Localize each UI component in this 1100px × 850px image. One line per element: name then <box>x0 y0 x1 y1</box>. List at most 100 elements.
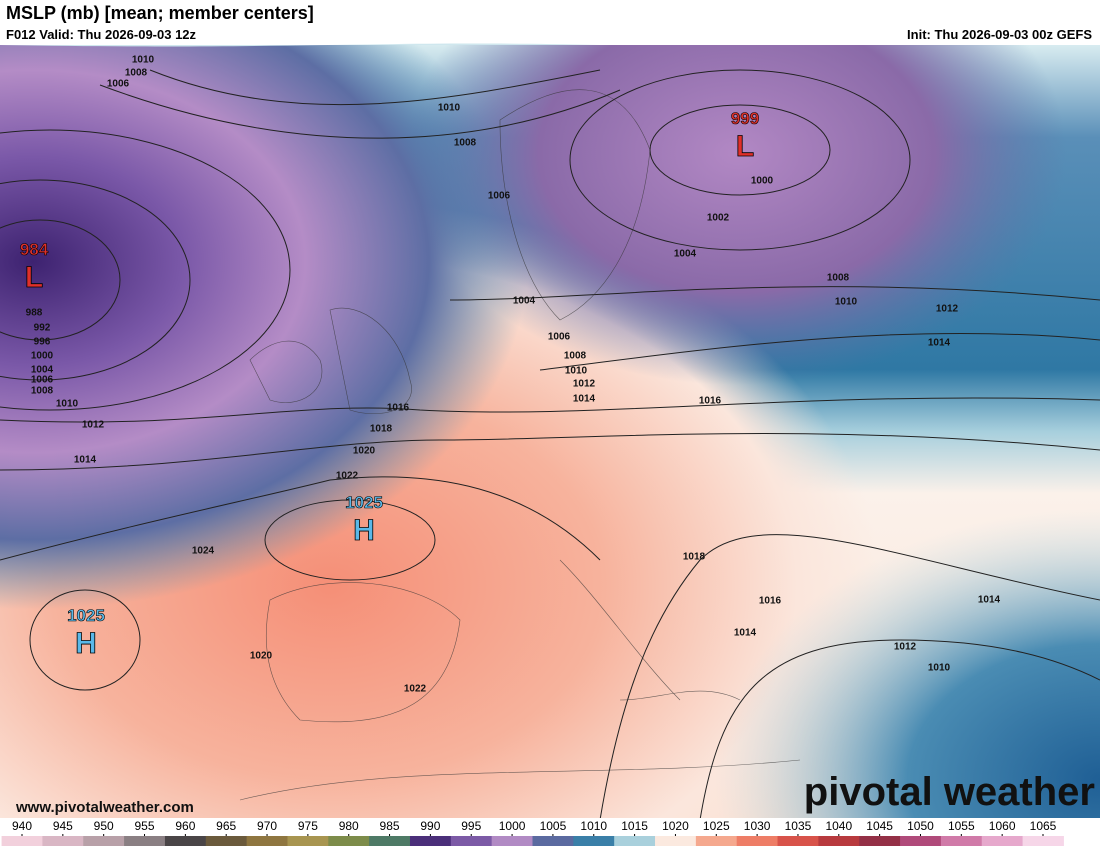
colorbar-tick-label: 1000 <box>499 819 526 833</box>
colorbar-tick-label: 1065 <box>1030 819 1057 833</box>
isobar-label: 1014 <box>928 338 951 349</box>
isobar-label: 1020 <box>250 651 273 662</box>
isobar-label: 1008 <box>454 138 477 149</box>
isobar-label: 1006 <box>488 191 511 202</box>
colorbar-swatch <box>940 836 983 846</box>
colorbar-swatch <box>900 836 942 846</box>
isobar-label: 1000 <box>31 351 54 362</box>
colorbar-tick-label: 970 <box>257 819 277 833</box>
colorbar-tick-label: 940 <box>12 819 32 833</box>
colorbar-swatch <box>736 836 779 846</box>
isobar-label: 1000 <box>751 176 774 187</box>
isobar-label: 1014 <box>74 455 97 466</box>
colorbar-tick-label: 1045 <box>866 819 893 833</box>
isobar-label: 1018 <box>370 424 393 435</box>
center-value: 1025 <box>345 493 383 512</box>
isobar-label: 1008 <box>125 68 148 79</box>
colorbar-swatch <box>859 836 901 846</box>
isobar-label: 1004 <box>513 296 536 307</box>
map-background <box>0 43 1100 818</box>
isobar-label: 1022 <box>404 684 427 695</box>
colorbar-tick-label: 975 <box>298 819 318 833</box>
colorbar-tick-label: 980 <box>339 819 359 833</box>
isobar-label: 996 <box>34 337 51 348</box>
isobar-label: 1010 <box>835 297 858 308</box>
colorbar-swatch <box>409 836 452 846</box>
map-title: MSLP (mb) [mean; member centers] <box>6 3 314 23</box>
isobar-label: 1016 <box>699 396 722 407</box>
colorbar-swatch <box>491 836 533 846</box>
colorbar-swatch <box>777 836 819 846</box>
site-url: www.pivotalweather.com <box>15 799 194 816</box>
colorbar-swatch <box>287 836 329 846</box>
isobar-label: 1010 <box>928 663 951 674</box>
isobar-label: 1008 <box>564 351 587 362</box>
isobar-label: 1012 <box>936 304 959 315</box>
colorbar-tick-label: 1025 <box>703 819 730 833</box>
isobar-label: 1014 <box>734 628 757 639</box>
isobar-label: 1002 <box>707 213 730 224</box>
colorbar-tick-label: 1005 <box>540 819 567 833</box>
isobar-label: 988 <box>26 308 43 319</box>
colorbar-swatch <box>818 836 860 846</box>
colorbar-tick-label: 985 <box>380 819 400 833</box>
valid-time: F012 Valid: Thu 2026-09-03 12z <box>6 27 197 42</box>
colorbar-swatch <box>328 836 370 846</box>
center-letter: L <box>736 130 754 163</box>
isobar-label: 1012 <box>894 642 917 653</box>
isobar-labels: 1010100810061010100810061004100410021000… <box>26 55 1001 695</box>
colorbar-swatch <box>246 836 288 846</box>
colorbar-tick-label: 990 <box>420 819 440 833</box>
isobar-label: 1006 <box>548 332 571 343</box>
isobar-label: 1010 <box>438 103 461 114</box>
center-letter: L <box>25 261 43 294</box>
colorbar-swatch <box>695 836 738 846</box>
pressure-centers: 984 L 999 L 1025 H 1025 H <box>20 109 760 661</box>
isobar-label: 1004 <box>31 365 54 376</box>
isobar-label: 1012 <box>573 379 596 390</box>
colorbar-swatch <box>573 836 615 846</box>
colorbar-tick-label: 1020 <box>662 819 689 833</box>
colorbar-tick-label: 1040 <box>825 819 852 833</box>
colorbar-tick-label: 1050 <box>907 819 934 833</box>
colorbar: 940 945 950 955 960 965 970 975 980 985 990 995 1000… <box>1 819 1064 846</box>
colorbar-swatch <box>205 836 248 846</box>
isobar-label: 1010 <box>565 366 588 377</box>
isobar-label: 1024 <box>192 546 215 557</box>
colorbar-tick-label: 1015 <box>621 819 648 833</box>
center-letter: H <box>353 514 375 547</box>
colorbar-tick-label: 945 <box>53 819 73 833</box>
colorbar-tick-label: 950 <box>94 819 114 833</box>
colorbar-tick-label: 1010 <box>580 819 607 833</box>
isobar-label: 1014 <box>978 595 1001 606</box>
isobar-label: 1010 <box>56 399 79 410</box>
isobar-label: 1016 <box>759 596 782 607</box>
center-value: 984 <box>20 240 49 259</box>
colorbar-swatch <box>981 836 1024 846</box>
colorbar-tick-label: 1060 <box>989 819 1016 833</box>
init-time: Init: Thu 2026-09-03 00z GEFS <box>907 27 1092 42</box>
colorbar-swatch <box>532 836 574 846</box>
center-letter: H <box>75 627 97 660</box>
colorbar-swatch <box>124 836 166 846</box>
center-value: 1025 <box>67 606 105 625</box>
colorbar-swatch <box>369 836 411 846</box>
isobar-label: 1006 <box>31 375 54 386</box>
isobar-label: 1016 <box>387 403 410 414</box>
colorbar-tick-label: 955 <box>135 819 155 833</box>
isobar-label: 1008 <box>827 273 850 284</box>
colorbar-tick-label: 965 <box>216 819 236 833</box>
center-value: 999 <box>731 109 759 128</box>
colorbar-swatch <box>614 836 656 846</box>
colorbar-tick-label: 1055 <box>948 819 975 833</box>
isobars <box>0 69 1100 821</box>
colorbar-swatch <box>1022 836 1064 846</box>
isobar-label: 1004 <box>674 249 697 260</box>
isobar-label: 1006 <box>107 79 130 90</box>
isobar-label: 1014 <box>573 394 596 405</box>
colorbar-tick-label: 1035 <box>785 819 812 833</box>
colorbar-tick-label: 995 <box>461 819 481 833</box>
isobar-label: 1008 <box>31 386 54 397</box>
